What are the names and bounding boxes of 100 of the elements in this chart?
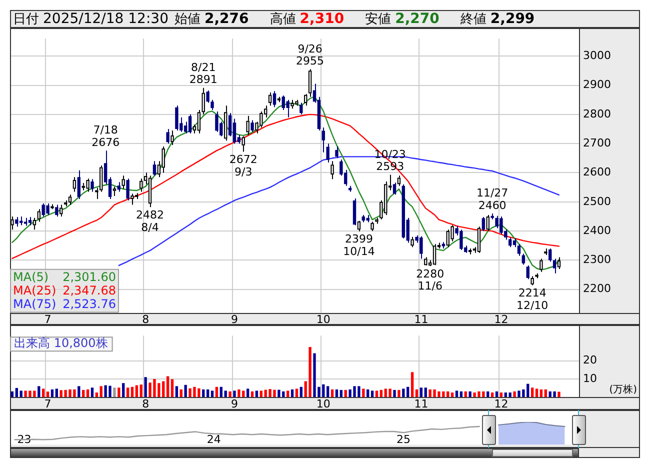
- bar: [86, 389, 90, 397]
- candlestick: [397, 175, 401, 186]
- bar: [46, 392, 50, 397]
- bar: [260, 390, 262, 397]
- y-tick-label: 2600: [583, 166, 611, 179]
- bar: [82, 390, 85, 397]
- candlestick: [55, 204, 58, 217]
- candlestick: [232, 118, 236, 144]
- candlestick: [357, 220, 361, 232]
- bar: [366, 389, 370, 397]
- y-tick-label: 20: [583, 354, 597, 367]
- bar: [530, 388, 534, 397]
- x-tick-label: 11: [414, 313, 428, 326]
- text: 始値 2,276: [174, 10, 249, 28]
- bar: [495, 391, 498, 397]
- bar: [410, 372, 414, 397]
- bar: [535, 388, 538, 397]
- candlestick: [175, 105, 178, 131]
- candlestick: [122, 175, 125, 190]
- bar: [544, 389, 547, 397]
- candlestick: [410, 236, 414, 248]
- bar: [126, 388, 130, 397]
- bar: [464, 391, 467, 397]
- y-tick-label: 2400: [583, 224, 611, 237]
- bar: [202, 389, 205, 397]
- bar: [15, 388, 18, 397]
- bar: [455, 390, 458, 397]
- x-tick-label: 7: [44, 397, 52, 410]
- candlestick: [522, 253, 526, 266]
- candlestick: [148, 175, 152, 208]
- bar: [513, 391, 516, 397]
- candlestick: [268, 92, 272, 106]
- bar: [184, 384, 187, 397]
- y-tick-label: 2200: [583, 282, 611, 296]
- bar: [118, 388, 120, 397]
- x-tick-label: 10: [316, 397, 330, 410]
- bar: [144, 377, 147, 397]
- bar: [504, 392, 507, 397]
- annotation: 2399 10/14: [343, 232, 375, 258]
- candlestick: [188, 114, 192, 134]
- y-tick-label: 2900: [583, 78, 611, 92]
- annotation: 2214 12/10: [516, 286, 548, 312]
- candlestick: [112, 186, 116, 197]
- bar: [175, 386, 178, 397]
- bar: [180, 389, 182, 397]
- bar: [286, 390, 290, 397]
- text: MA(75) 2,523.76: [13, 297, 116, 312]
- bar: [78, 386, 80, 397]
- bar: [450, 392, 454, 397]
- x-tick-label: 12: [494, 313, 508, 326]
- bar: [113, 388, 116, 397]
- bar: [402, 388, 405, 397]
- bar: [90, 388, 94, 397]
- chart-title: 出来高 10,800株: [14, 336, 108, 350]
- bar: [255, 390, 258, 397]
- x-tick-label: 8: [142, 397, 150, 410]
- bar: [393, 390, 396, 397]
- candlestick: [272, 90, 276, 108]
- candlestick: [126, 178, 130, 201]
- x-tick-label: 9: [230, 397, 238, 410]
- bar: [415, 389, 418, 397]
- text: 高値 2,310: [270, 10, 344, 28]
- candlestick: [60, 204, 63, 217]
- candlestick: [300, 102, 303, 115]
- x-tick-label: 24: [206, 432, 221, 446]
- bar: [55, 388, 58, 397]
- bar: [398, 390, 400, 397]
- bar: [228, 391, 232, 397]
- candlestick: [242, 136, 245, 152]
- bar: [340, 390, 343, 397]
- x-tick-label: 25: [396, 432, 411, 446]
- y-tick-label: 10: [583, 372, 597, 385]
- bar: [468, 391, 472, 397]
- candlestick: [370, 221, 374, 232]
- bar: [370, 390, 374, 397]
- x-tick-label: 11: [414, 397, 428, 410]
- bar: [10, 391, 14, 397]
- bar: [250, 391, 254, 397]
- candlestick: [32, 217, 36, 230]
- bar: [42, 388, 45, 397]
- bar: [210, 390, 214, 397]
- bar: [540, 389, 543, 397]
- annotation: 2482 8/4: [136, 208, 164, 234]
- candlestick: [72, 176, 76, 192]
- bar: [330, 389, 334, 397]
- candlestick: [77, 170, 81, 200]
- bar: [130, 386, 134, 397]
- bar: [290, 389, 294, 397]
- candlestick: [68, 194, 72, 206]
- annotation: 8/21 2891: [189, 60, 218, 86]
- x-tick-label: 7: [44, 313, 52, 326]
- bar: [122, 383, 125, 397]
- candlestick: [170, 130, 174, 146]
- bar: [420, 388, 423, 397]
- candlestick: [286, 99, 290, 118]
- text: 安値 2,270: [365, 10, 440, 28]
- y-tick-label: 3000: [583, 48, 611, 62]
- candlestick: [246, 115, 250, 136]
- bar: [295, 388, 298, 397]
- x-tick-label: 8: [142, 313, 150, 326]
